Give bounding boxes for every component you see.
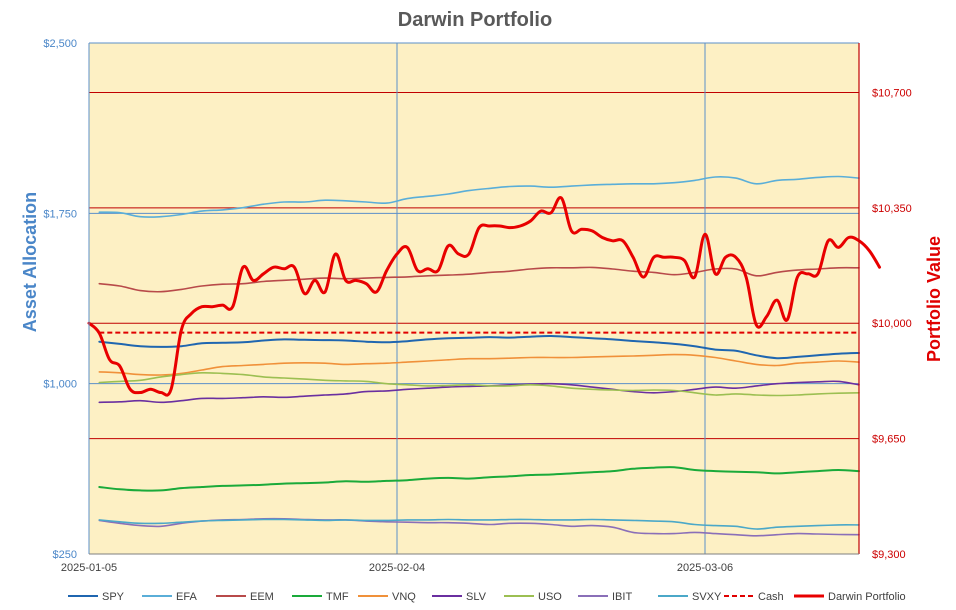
series-line-slv bbox=[98, 380, 860, 404]
series-line-tmf bbox=[98, 466, 860, 492]
legend-label-cash: Cash bbox=[758, 591, 784, 603]
x-tick-label: 2025-03-06 bbox=[677, 562, 733, 574]
legend-label-efa: EFA bbox=[176, 591, 197, 603]
y-tick-label: $250 bbox=[53, 549, 77, 561]
legend: SPY EFA EEM TMF VNQ SLV USO IBIT SVXY Cash Darwin … bbox=[68, 591, 906, 603]
series-line-eem bbox=[98, 266, 860, 293]
series-layer bbox=[87, 175, 881, 537]
y-tick-label: $1,000 bbox=[43, 379, 77, 391]
series-line-vnq bbox=[98, 353, 860, 376]
y2-tick-label: $10,700 bbox=[872, 87, 912, 99]
x-tick-label: 2025-01-05 bbox=[61, 562, 117, 574]
y-tick-label: $2,500 bbox=[43, 38, 77, 50]
chart-title: Darwin Portfolio bbox=[398, 9, 552, 31]
legend-label-vnq: VNQ bbox=[392, 591, 416, 603]
y2-tick-label: $10,000 bbox=[872, 318, 912, 330]
axis-layer: $250 $1,000 $1,750 $2,500 $9,300 $9,650 $10,00… bbox=[43, 38, 911, 574]
y-axis-label: Asset Allocation bbox=[20, 192, 40, 332]
plot-area bbox=[89, 43, 859, 554]
legend-label-tmf: TMF bbox=[326, 591, 349, 603]
x-tick-label: 2025-02-04 bbox=[369, 562, 425, 574]
legend-label-svxy: SVXY bbox=[692, 591, 722, 603]
series-line-spy bbox=[98, 334, 860, 360]
legend-label-uso: USO bbox=[538, 591, 562, 603]
legend-label-eem: EEM bbox=[250, 591, 274, 603]
y2-tick-label: $9,300 bbox=[872, 549, 906, 561]
legend-label-spy: SPY bbox=[102, 591, 125, 603]
series-line-efa bbox=[98, 175, 860, 218]
y2-tick-label: $9,650 bbox=[872, 434, 906, 446]
y2-tick-label: $10,350 bbox=[872, 203, 912, 215]
series-line-uso bbox=[98, 371, 860, 397]
y-tick-label: $1,750 bbox=[43, 208, 77, 220]
legend-label-slv: SLV bbox=[466, 591, 487, 603]
series-line-svxy bbox=[98, 518, 860, 530]
legend-label-ibit: IBIT bbox=[612, 591, 632, 603]
legend-label-darwin-portfolio: Darwin Portfolio bbox=[828, 591, 906, 603]
series-line-darwin-portfolio bbox=[87, 196, 881, 397]
y2-axis-label: Portfolio Value bbox=[924, 236, 944, 362]
